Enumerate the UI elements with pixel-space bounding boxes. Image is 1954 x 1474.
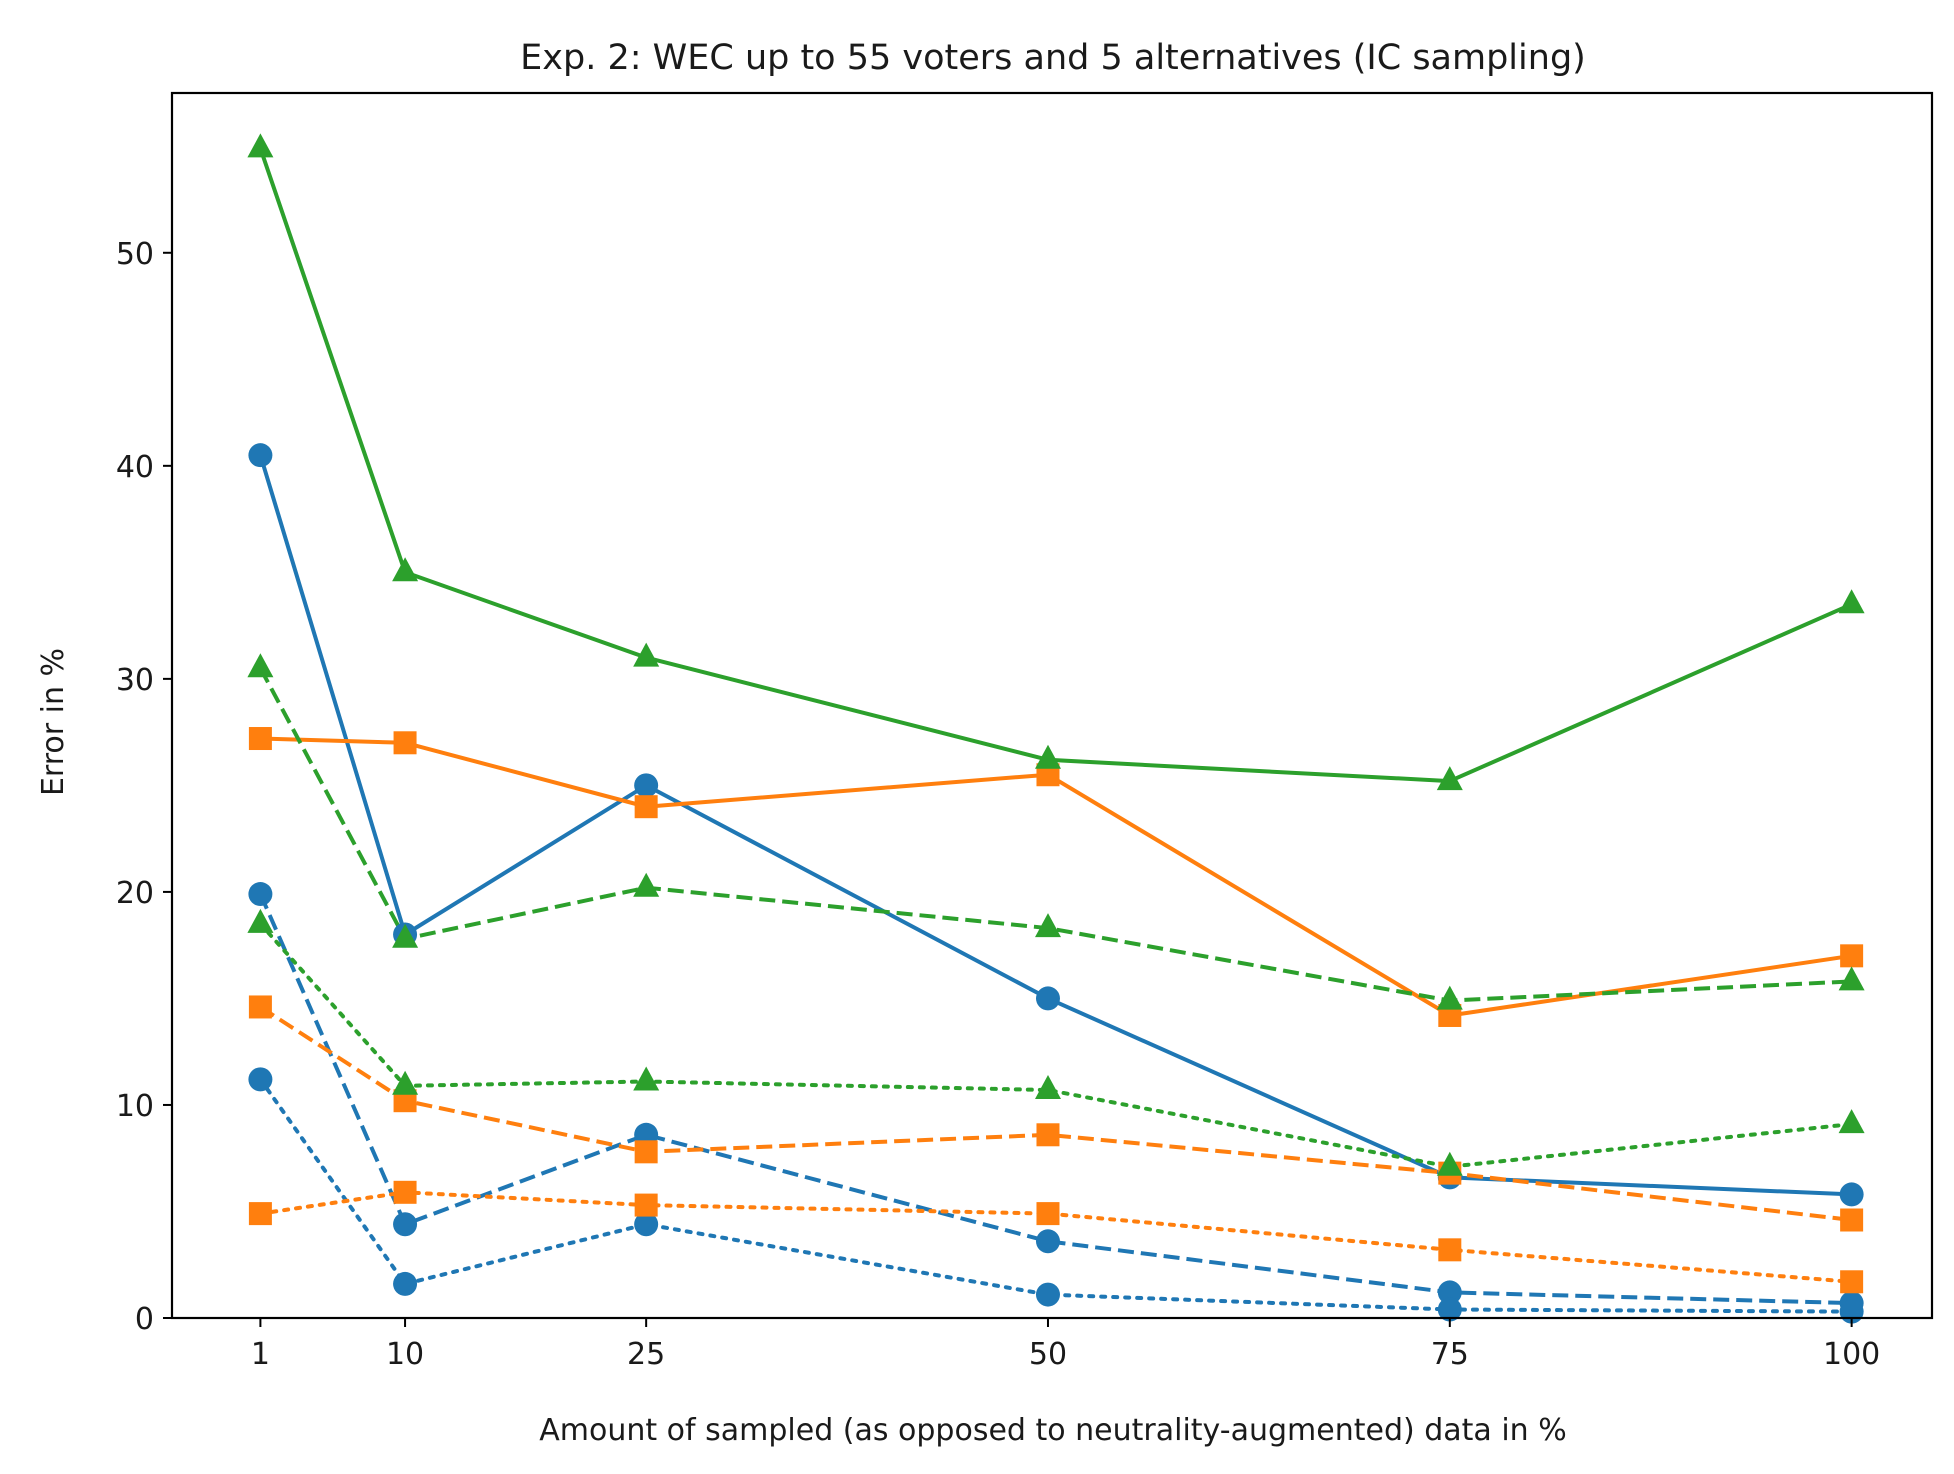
- data-point-green-dashed-1: [392, 923, 419, 948]
- data-point-blue-dashed-4: [1437, 1280, 1462, 1305]
- axes-frame: [170, 91, 1934, 1320]
- x-tick-label-10: 10: [386, 1337, 424, 1372]
- series-line-blue-dotted: [258, 1077, 1854, 1314]
- data-point-green-solid-2: [633, 642, 660, 667]
- series-line-green-dashed: [258, 667, 1852, 1003]
- y-tick-label-30: 30: [116, 663, 154, 698]
- x-tick-label-75: 75: [1431, 1337, 1469, 1372]
- data-point-orange-solid-4: [1438, 1003, 1462, 1027]
- data-point-blue-dotted-1: [393, 1271, 418, 1296]
- data-point-orange-dotted-5: [1840, 1270, 1864, 1294]
- data-point-blue-solid-2: [634, 773, 659, 798]
- x-axis-label: Amount of sampled (as opposed to neutral…: [539, 1413, 1567, 1448]
- data-point-green-solid-5: [1838, 589, 1865, 614]
- data-point-orange-dotted-2: [634, 1193, 658, 1217]
- data-point-green-solid-4: [1436, 766, 1463, 791]
- data-point-green-dashed-0: [247, 653, 274, 678]
- data-point-orange-dashed-0: [248, 995, 272, 1019]
- series-line-green-solid: [258, 147, 1853, 784]
- data-point-green-dotted-3: [1035, 1075, 1061, 1099]
- data-point-green-dotted-4: [1436, 1151, 1463, 1176]
- y-tick-label-0: 0: [135, 1302, 154, 1337]
- data-point-green-solid-1: [392, 557, 419, 582]
- series-line-blue-dashed: [258, 893, 1852, 1306]
- y-tick-label-20: 20: [116, 876, 154, 911]
- data-point-blue-dashed-1: [393, 1212, 418, 1237]
- series-line-orange-solid: [260, 736, 1852, 1018]
- data-point-orange-solid-2: [634, 795, 658, 819]
- data-point-orange-dotted-1: [393, 1180, 417, 1204]
- data-point-green-dashed-3: [1035, 913, 1061, 938]
- data-point-orange-solid-3: [1036, 763, 1060, 787]
- x-tick-label-100: 100: [1823, 1337, 1880, 1372]
- data-point-orange-solid-1: [393, 731, 417, 755]
- data-point-blue-solid-0: [248, 443, 273, 468]
- data-point-blue-solid-3: [1035, 986, 1060, 1011]
- x-tick-label-25: 25: [627, 1337, 665, 1372]
- series-line-orange-dashed: [259, 1005, 1852, 1222]
- data-point-blue-dotted-2: [634, 1212, 659, 1237]
- x-tick-label-1: 1: [251, 1337, 270, 1372]
- data-point-orange-solid-5: [1840, 944, 1864, 968]
- data-point-blue-solid-5: [1839, 1182, 1864, 1207]
- data-point-green-dotted-2: [633, 1066, 660, 1091]
- series-line-green-dotted: [258, 921, 1854, 1169]
- plot-area: [247, 133, 1865, 1324]
- axes: 1 10 25 50 75 100 0 10 20 30 40 50: [116, 91, 1934, 1372]
- series-line-orange-dotted: [258, 1190, 1854, 1284]
- data-point-orange-dashed-5: [1840, 1208, 1864, 1232]
- data-point-orange-dotted-4: [1438, 1238, 1462, 1262]
- data-point-blue-dotted-4: [1437, 1297, 1462, 1322]
- data-point-orange-dashed-2: [634, 1140, 658, 1164]
- y-tick-label-40: 40: [116, 450, 154, 485]
- data-point-blue-dotted-0: [248, 1067, 273, 1092]
- x-tick-label-50: 50: [1029, 1337, 1067, 1372]
- data-point-orange-solid-0: [248, 727, 272, 751]
- y-tick-label-10: 10: [116, 1089, 154, 1124]
- data-point-green-dashed-5: [1838, 966, 1865, 991]
- data-point-orange-dotted-0: [248, 1202, 272, 1226]
- data-point-green-dashed-2: [633, 872, 660, 897]
- data-point-blue-dashed-0: [248, 882, 273, 907]
- data-point-blue-dashed-3: [1035, 1229, 1060, 1254]
- data-point-green-solid-3: [1035, 744, 1061, 769]
- chart-title: Exp. 2: WEC up to 55 voters and 5 altern…: [520, 38, 1586, 78]
- data-point-green-dashed-4: [1436, 985, 1463, 1010]
- data-point-green-dotted-5: [1838, 1109, 1865, 1134]
- data-point-orange-dashed-3: [1036, 1123, 1060, 1147]
- data-point-green-dotted-0: [247, 908, 274, 933]
- data-point-orange-dashed-1: [393, 1089, 417, 1113]
- data-point-green-dotted-1: [392, 1070, 419, 1095]
- y-tick-label-50: 50: [116, 237, 154, 272]
- y-axis-label: Error in %: [36, 648, 71, 796]
- data-point-orange-dotted-3: [1036, 1202, 1060, 1226]
- data-point-blue-dotted-3: [1035, 1282, 1060, 1307]
- data-point-green-solid-0: [247, 133, 274, 158]
